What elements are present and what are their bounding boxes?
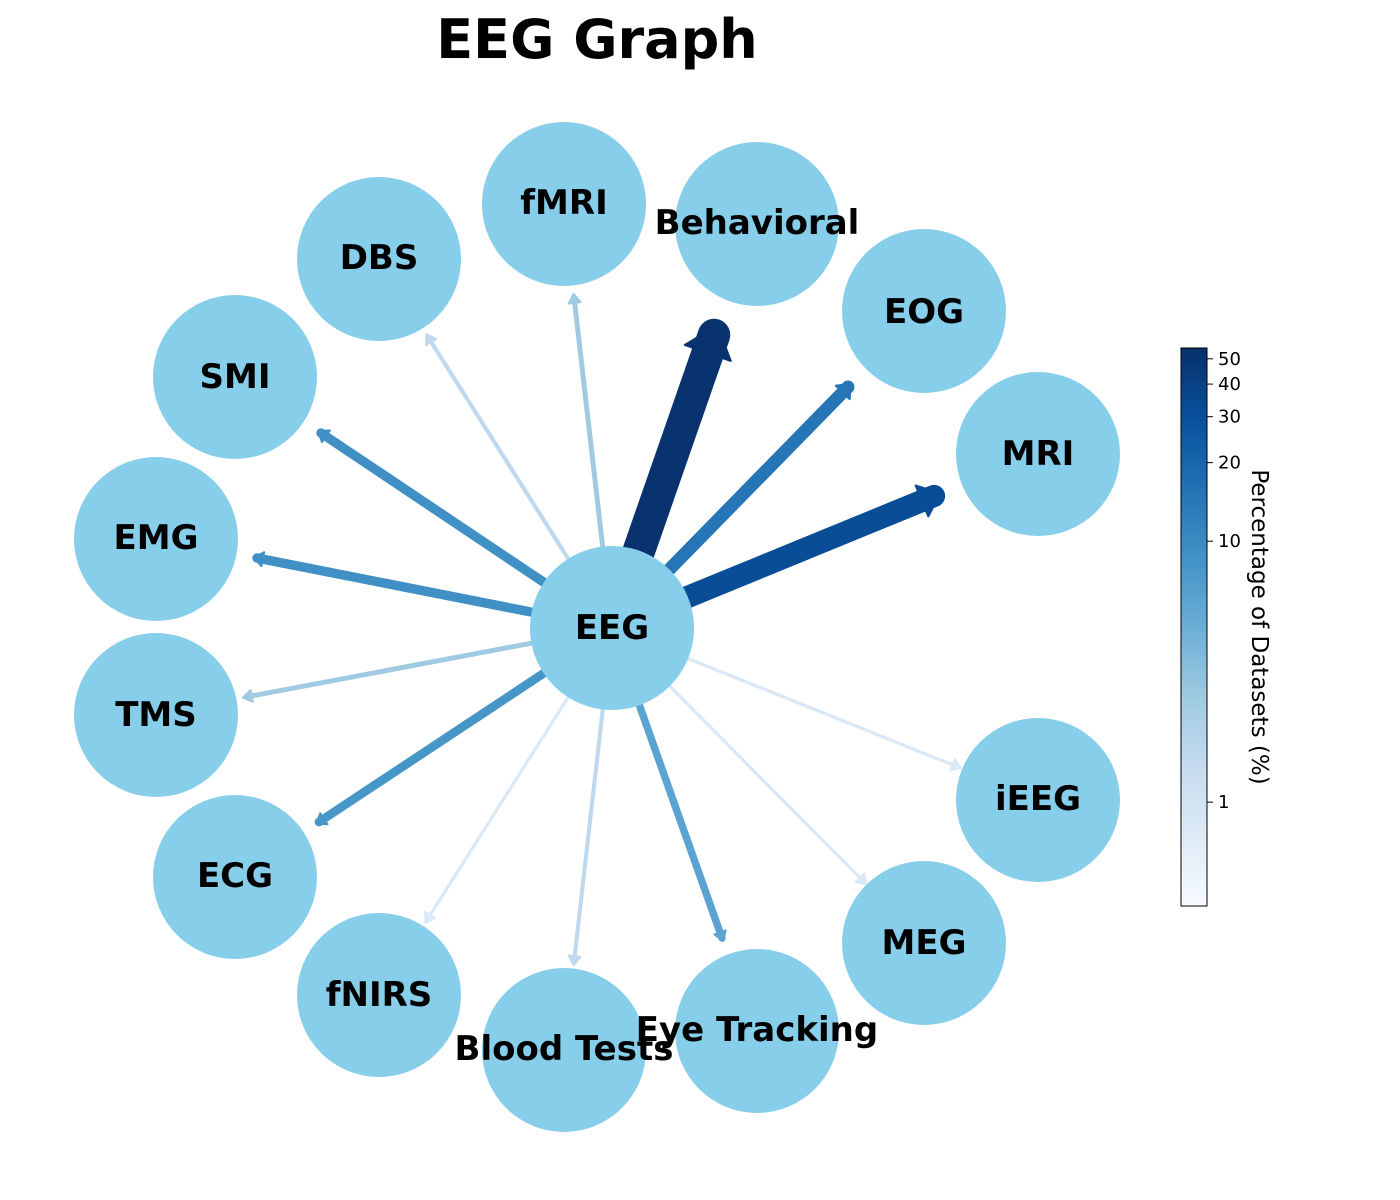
arrowhead <box>683 324 732 362</box>
node-eog <box>842 229 1006 393</box>
arrowhead <box>425 333 438 347</box>
arrowhead <box>567 292 582 305</box>
node-fnirs <box>297 913 461 1077</box>
node-label-dbs: DBS <box>340 238 419 278</box>
arrowhead <box>854 872 868 886</box>
node-tms <box>74 633 238 797</box>
graph-title: EEG Graph <box>436 8 757 71</box>
node-label-fnirs: fNIRS <box>326 975 433 1015</box>
node-eye-tracking <box>675 949 839 1113</box>
colorbar-tick-label: 20 <box>1218 453 1241 474</box>
arrowhead <box>317 429 331 444</box>
node-ecg <box>153 795 317 959</box>
colorbar-tick-label: 30 <box>1218 407 1241 428</box>
arrowhead <box>567 954 582 967</box>
node-label-emg: EMG <box>114 518 199 558</box>
arrowhead <box>252 551 266 568</box>
node-label-eog: EOG <box>884 292 964 332</box>
colorbar-tick-label: 1 <box>1218 792 1229 813</box>
node-label-blood-tests: Blood Tests <box>455 1029 674 1069</box>
colorbar-scale <box>1180 347 1208 907</box>
colorbar-label: Percentage of Datasets (%) <box>1246 469 1272 784</box>
node-label-smi: SMI <box>200 357 271 397</box>
node-label-meg: MEG <box>882 923 967 963</box>
colorbar: 1 10 20 30 40 50 Percentage of Datasets (%) <box>1180 347 1272 907</box>
node-circles <box>74 122 1120 1132</box>
arrowhead <box>834 383 852 401</box>
colorbar-ticks: 1 10 20 30 40 50 <box>1207 349 1241 813</box>
node-eeg-center <box>530 546 694 710</box>
node-label-ecg: ECG <box>197 856 273 896</box>
node-fmri <box>482 122 646 286</box>
arrowhead <box>713 929 727 942</box>
node-behavioral <box>675 142 839 306</box>
node-label-tms: TMS <box>115 695 197 735</box>
node-blood-tests <box>482 968 646 1132</box>
node-labels: Behavioral MRI EOG SMI EMG ECG Eye Tracking fMR… <box>114 183 1081 1069</box>
node-meg <box>842 861 1006 1025</box>
node-label-ieeg: iEEG <box>995 779 1081 819</box>
arrowhead <box>315 812 329 826</box>
node-dbs <box>297 177 461 341</box>
nodes-layer: Behavioral MRI EOG SMI EMG ECG Eye Tracking fMR… <box>74 122 1120 1132</box>
colorbar-tick-label: 50 <box>1218 349 1241 370</box>
node-emg <box>74 457 238 621</box>
arrowhead <box>914 484 942 518</box>
node-label-mri: MRI <box>1002 434 1075 474</box>
node-label-behavioral: Behavioral <box>655 203 860 243</box>
colorbar-tick-label: 10 <box>1218 531 1241 552</box>
node-label-eeg: EEG <box>575 608 649 648</box>
arrowhead <box>241 689 254 703</box>
arrowhead <box>949 758 962 772</box>
node-ieeg <box>956 718 1120 882</box>
node-label-fmri: fMRI <box>520 183 607 223</box>
colorbar-tick-label: 40 <box>1218 374 1241 395</box>
node-smi <box>153 295 317 459</box>
node-mri <box>956 372 1120 536</box>
node-label-eye-tracking: Eye Tracking <box>636 1010 878 1050</box>
arrowhead <box>424 910 437 924</box>
